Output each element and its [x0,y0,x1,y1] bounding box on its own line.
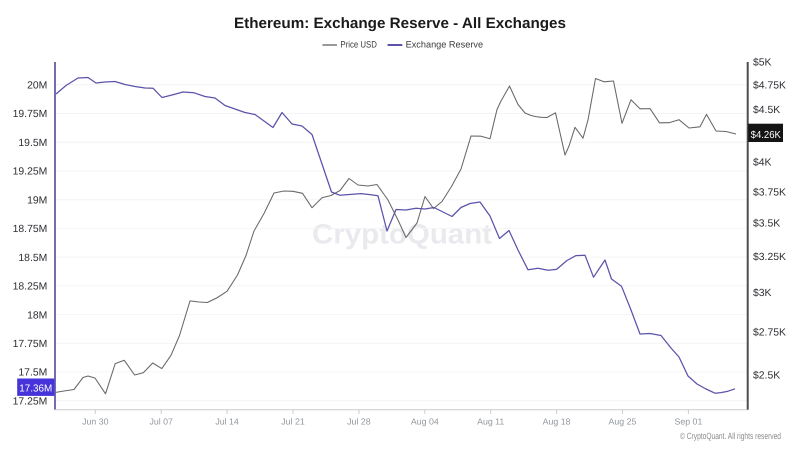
svg-text:$3.75K: $3.75K [753,188,786,199]
svg-text:$3.25K: $3.25K [753,252,786,263]
svg-text:Jun 30: Jun 30 [82,417,109,427]
svg-text:19.5M: 19.5M [18,138,47,149]
svg-text:18M: 18M [27,310,47,321]
svg-text:18.5M: 18.5M [18,253,47,264]
svg-text:19.25M: 19.25M [13,167,48,178]
svg-text:17.25M: 17.25M [13,397,48,408]
svg-text:Jul 28: Jul 28 [347,417,371,427]
svg-text:18.25M: 18.25M [13,282,48,293]
svg-text:$5K: $5K [753,57,772,68]
svg-text:Ethereum: Exchange Reserve - A: Ethereum: Exchange Reserve - All Exchang… [234,15,566,32]
svg-text:Jul 14: Jul 14 [215,417,239,427]
svg-text:$3K: $3K [753,288,772,299]
svg-text:$4.75K: $4.75K [753,81,786,92]
svg-text:© CryptoQuant. All rights rese: © CryptoQuant. All rights reserved [680,431,781,441]
svg-text:Aug 04: Aug 04 [411,417,439,427]
svg-text:17.75M: 17.75M [13,339,48,350]
svg-text:20M: 20M [27,81,47,92]
svg-text:$4.26K: $4.26K [751,130,781,141]
svg-text:Exchange Reserve: Exchange Reserve [406,39,484,49]
svg-text:Price USD: Price USD [340,39,377,49]
svg-text:19M: 19M [27,195,47,206]
svg-text:$4K: $4K [753,158,772,169]
svg-text:Jul 07: Jul 07 [149,417,173,427]
svg-text:19.75M: 19.75M [13,109,48,120]
svg-text:Aug 11: Aug 11 [477,417,504,427]
svg-text:Jul 21: Jul 21 [281,417,305,427]
svg-text:$2.5K: $2.5K [753,371,780,382]
svg-text:$3.5K: $3.5K [753,219,780,230]
svg-text:17.36M: 17.36M [19,384,52,395]
svg-text:CryptoQuant: CryptoQuant [312,219,492,250]
svg-text:18.75M: 18.75M [13,224,48,235]
svg-text:$2.75K: $2.75K [753,327,786,338]
svg-text:$4.5K: $4.5K [753,105,780,116]
svg-text:Aug 25: Aug 25 [609,417,637,427]
svg-text:17.5M: 17.5M [18,368,47,379]
svg-text:Sep 01: Sep 01 [674,417,702,427]
svg-text:Aug 18: Aug 18 [543,417,571,427]
